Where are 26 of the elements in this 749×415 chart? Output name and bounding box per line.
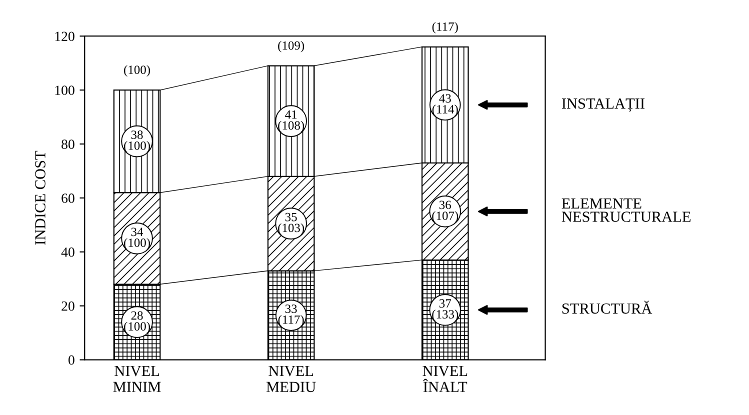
x-tick-label: NIVEL MEDIU bbox=[266, 366, 316, 392]
data-label: 28 (100) bbox=[124, 311, 150, 334]
data-label: 43 (114) bbox=[432, 94, 458, 116]
y-tick-label: 100 bbox=[55, 86, 74, 96]
y-tick-label: 20 bbox=[62, 301, 74, 311]
data-label: 37 (133) bbox=[432, 299, 458, 322]
total-label: (117) bbox=[432, 22, 458, 34]
data-label: 33 (117) bbox=[278, 304, 304, 326]
total-label: (109) bbox=[278, 40, 304, 52]
text: STRUCTURĂ bbox=[562, 300, 652, 314]
y-tick-label: 60 bbox=[62, 194, 74, 203]
data-label: 35 (103) bbox=[278, 212, 304, 235]
total-label: (100) bbox=[124, 65, 150, 77]
data-label: 34 (100) bbox=[124, 228, 150, 250]
x-tick-label: NIVEL MINIM bbox=[113, 366, 161, 392]
y-tick-label: 40 bbox=[61, 247, 74, 257]
text: INSTALAȚII bbox=[562, 98, 644, 112]
data-label: 41 (108) bbox=[278, 110, 304, 132]
y-tick-label: 80 bbox=[62, 140, 74, 149]
data-label: 36 (107) bbox=[432, 200, 458, 223]
y-axis-title: INDICE COST bbox=[35, 150, 46, 245]
data-label: 38 (100) bbox=[124, 130, 150, 152]
text: ELEMENTE NESTRUCTURALE bbox=[562, 198, 690, 222]
x-tick-label: NIVEL ÎNALT bbox=[422, 366, 468, 392]
y-tick-label: 120 bbox=[55, 32, 74, 42]
y-tick-label: 0 bbox=[68, 355, 74, 365]
